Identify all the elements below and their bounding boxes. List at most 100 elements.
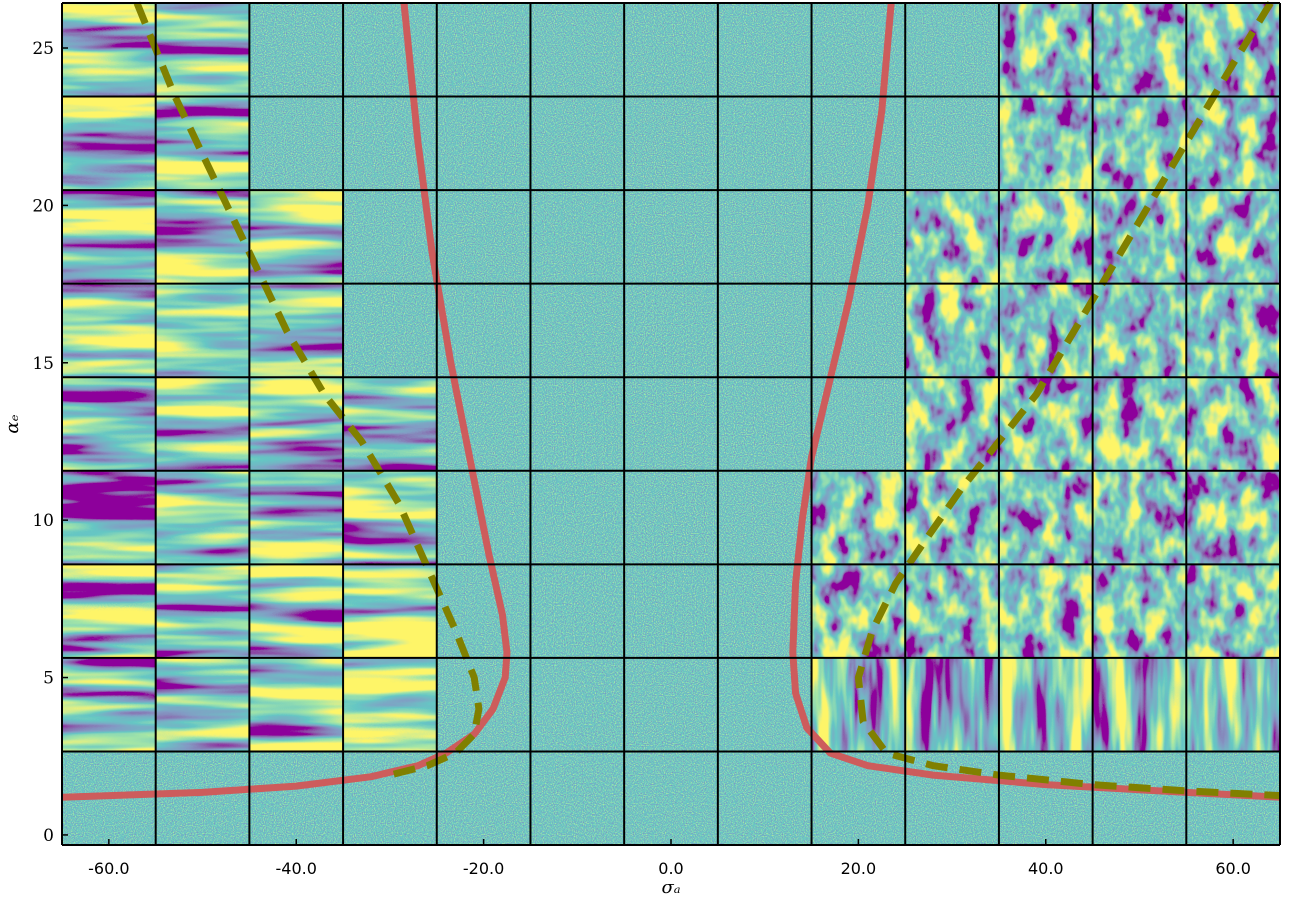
image-cell: [1186, 470, 1280, 565]
image-cell: [249, 96, 344, 191]
image-cell: [1092, 564, 1187, 658]
y-tick-label: 25: [32, 39, 54, 59]
image-cell: [155, 751, 250, 845]
image-cell: [998, 470, 1093, 565]
image-cell: [998, 3, 1093, 97]
image-cell: [530, 377, 625, 471]
image-cell: [62, 470, 156, 565]
y-tick-label: 15: [32, 354, 54, 374]
x-tick-label: -40.0: [276, 859, 317, 878]
image-cell: [343, 3, 437, 97]
image-cell: [905, 377, 999, 471]
image-cell: [624, 283, 718, 378]
curve: [854, 1, 1281, 800]
image-cell: [343, 657, 437, 752]
image-cell: [624, 96, 718, 191]
image-cell: [155, 190, 250, 284]
image-cell: [436, 657, 531, 752]
x-tick-label: -60.0: [88, 859, 129, 878]
image-cell: [624, 657, 718, 752]
image-cell: [249, 751, 344, 845]
image-cell: [436, 3, 531, 97]
image-cell: [343, 377, 437, 471]
image-cell: [436, 190, 531, 284]
image-cell: [998, 751, 1093, 845]
curve: [61, 2, 1281, 801]
image-cell: [155, 96, 250, 191]
image-cell: [811, 283, 906, 378]
image-cell: [1092, 470, 1187, 565]
image-cell: [998, 96, 1093, 191]
image-cell: [62, 657, 156, 752]
x-tick-label: 0.0: [658, 859, 683, 878]
image-cell: [1092, 657, 1187, 752]
x-tick-label: -20.0: [463, 859, 504, 878]
image-cell: [717, 283, 812, 378]
image-cell: [905, 283, 999, 378]
image-cell: [717, 377, 812, 471]
image-cell: [1186, 190, 1280, 284]
image-cell: [624, 751, 718, 845]
y-tick-label: 10: [32, 511, 54, 531]
image-cell: [62, 564, 156, 658]
image-cell: [62, 377, 156, 471]
image-cell: [998, 190, 1093, 284]
image-cell: [998, 564, 1093, 658]
y-axis-label: αₑ: [2, 414, 23, 433]
x-axis-label: σₐ: [661, 877, 680, 898]
image-cell: [717, 190, 812, 284]
image-cell: [998, 283, 1093, 378]
image-cell: [905, 564, 999, 658]
image-cell: [249, 377, 344, 471]
image-cell: [998, 657, 1093, 752]
image-cell: [1092, 3, 1187, 97]
image-cell: [905, 751, 999, 845]
image-cell: [249, 283, 344, 378]
image-cell: [155, 657, 250, 752]
image-cell: [343, 564, 437, 658]
image-cell: [624, 190, 718, 284]
image-cell: [717, 3, 812, 97]
image-cell: [905, 96, 999, 191]
image-cell: [343, 190, 437, 284]
image-cell: [1186, 283, 1280, 378]
image-cell: [530, 470, 625, 565]
image-cell: [1186, 564, 1280, 658]
image-cell: [436, 96, 531, 191]
image-cell: [1092, 377, 1187, 471]
image-cell: [1186, 377, 1280, 471]
image-cell: [62, 190, 156, 284]
image-cell: [249, 657, 344, 752]
image-cell: [905, 657, 999, 752]
image-cell: [249, 564, 344, 658]
image-cell: [717, 751, 812, 845]
image-cell: [811, 564, 906, 658]
image-cell: [530, 564, 625, 658]
image-cell: [1186, 657, 1280, 752]
image-cell: [1092, 283, 1187, 378]
image-cell: [155, 377, 250, 471]
image-cell: [62, 283, 156, 378]
image-cell: [1186, 96, 1280, 191]
image-cell: [1092, 96, 1187, 191]
image-cell: [530, 657, 625, 752]
image-cell: [155, 470, 250, 565]
image-cell: [249, 470, 344, 565]
y-tick-label: 0: [43, 826, 54, 846]
y-tick-label: 20: [32, 196, 54, 216]
y-tick-label: 5: [43, 669, 54, 689]
image-cell: [530, 96, 625, 191]
image-cell: [624, 377, 718, 471]
image-cell: [436, 564, 531, 658]
image-cell: [530, 751, 625, 845]
image-cell: [62, 96, 156, 191]
image-cell: [155, 564, 250, 658]
x-tick-label: 40.0: [1028, 859, 1064, 878]
curve: [133, 1, 483, 779]
image-cell: [624, 3, 718, 97]
image-cell: [343, 283, 437, 378]
image-cell: [436, 377, 531, 471]
image-cell: [811, 470, 906, 565]
image-cell: [717, 96, 812, 191]
